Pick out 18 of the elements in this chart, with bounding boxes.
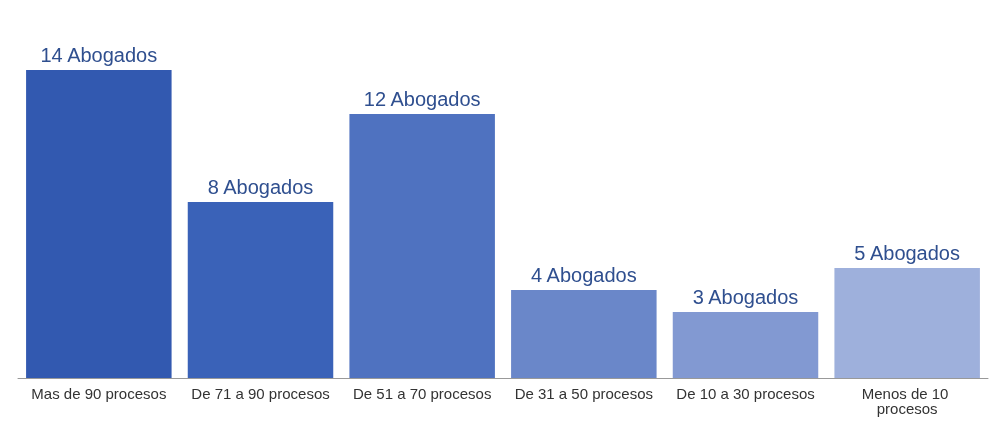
bar <box>834 268 980 378</box>
data-label: 4 Abogados <box>531 264 637 286</box>
data-label: 3 Abogados <box>692 286 799 308</box>
bar <box>511 290 657 378</box>
x-tick-label: De 31 a 50 procesos <box>514 385 654 402</box>
bar <box>26 70 172 378</box>
x-tick-label: Menos de 10 procesos <box>861 385 953 417</box>
x-tick-label: Mas de 90 procesos <box>31 385 167 402</box>
x-tick-label: De 71 a 90 procesos <box>191 385 330 402</box>
data-label: 8 Abogados <box>207 176 314 198</box>
bar <box>187 202 334 378</box>
data-label: 14 Abogados <box>40 44 158 66</box>
x-tick-label: De 51 a 70 procesos <box>352 385 492 402</box>
bar <box>672 312 819 378</box>
data-label: 12 Abogados <box>363 88 481 110</box>
bar <box>349 114 495 378</box>
x-tick-label: De 10 a 30 procesos <box>676 385 815 402</box>
data-label: 5 Abogados <box>854 242 960 264</box>
